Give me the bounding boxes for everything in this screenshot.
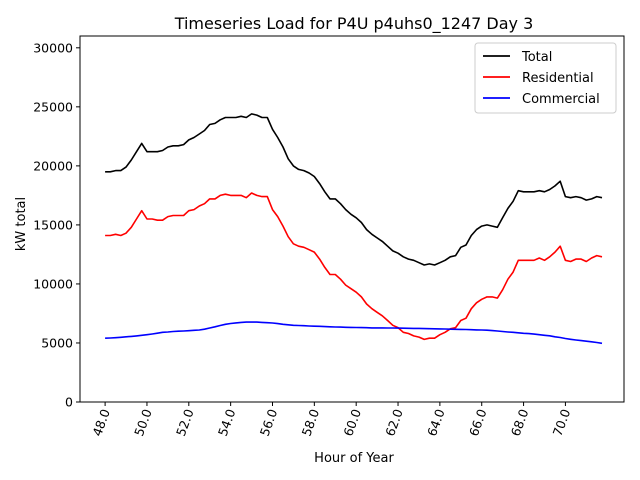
legend-label-residential: Residential [522,71,594,86]
legend-box [474,42,617,114]
legend: Total Residential Commercial [474,42,617,114]
series-lines [105,113,603,345]
y-tick-label: 30000 [33,40,73,55]
y-tick-label: 10000 [33,276,73,291]
x-axis: 48.0 50.0 52.0 54.0 56.0 58.0 60.0 62.0 64.0 66.0… [89,402,573,438]
plot-frame [79,35,625,403]
x-tick-label: 62.0 [382,407,406,438]
y-axis: 0 5000 10000 15000 20000 25000 30000 [33,40,80,410]
y-tick-label: 20000 [33,158,73,173]
x-tick-label: 56.0 [257,407,281,438]
x-tick-label: 64.0 [424,407,448,438]
x-tick-label: 68.0 [508,407,532,438]
x-tick-label: 66.0 [466,407,490,438]
x-tick-label: 54.0 [215,407,239,438]
legend-label-total: Total [521,50,552,65]
y-tick-label: 5000 [41,335,73,350]
x-tick-label: 52.0 [173,407,197,438]
chart-title: Timeseries Load for P4U p4uhs0_1247 Day … [174,14,534,34]
x-tick-label: 48.0 [89,407,113,438]
x-axis-label: Hour of Year [314,451,394,466]
series-line-residential [105,192,603,341]
x-tick-label: 70.0 [550,407,574,438]
y-tick-label: 15000 [33,217,73,232]
y-tick-label: 25000 [33,99,73,114]
y-axis-label: kW total [14,197,29,251]
y-tick-label: 0 [65,395,73,410]
series-line-total [105,113,603,266]
series-line-commercial [105,321,603,345]
x-tick-label: 60.0 [340,407,364,438]
plot-area [79,35,625,403]
x-tick-label: 58.0 [299,407,323,438]
legend-label-commercial: Commercial [522,92,600,107]
x-tick-label: 50.0 [131,407,155,438]
